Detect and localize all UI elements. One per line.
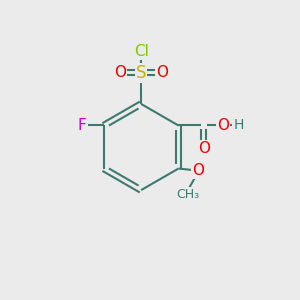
Text: O: O [157, 65, 169, 80]
Text: O: O [198, 141, 210, 156]
Text: H: H [233, 118, 244, 133]
Text: S: S [136, 64, 146, 82]
Text: methyl: methyl [185, 191, 190, 192]
Text: CH₃: CH₃ [176, 188, 199, 201]
Text: F: F [78, 118, 87, 133]
Text: O: O [114, 65, 126, 80]
Text: O: O [192, 163, 204, 178]
Text: Cl: Cl [134, 44, 148, 59]
Text: O: O [217, 118, 229, 133]
